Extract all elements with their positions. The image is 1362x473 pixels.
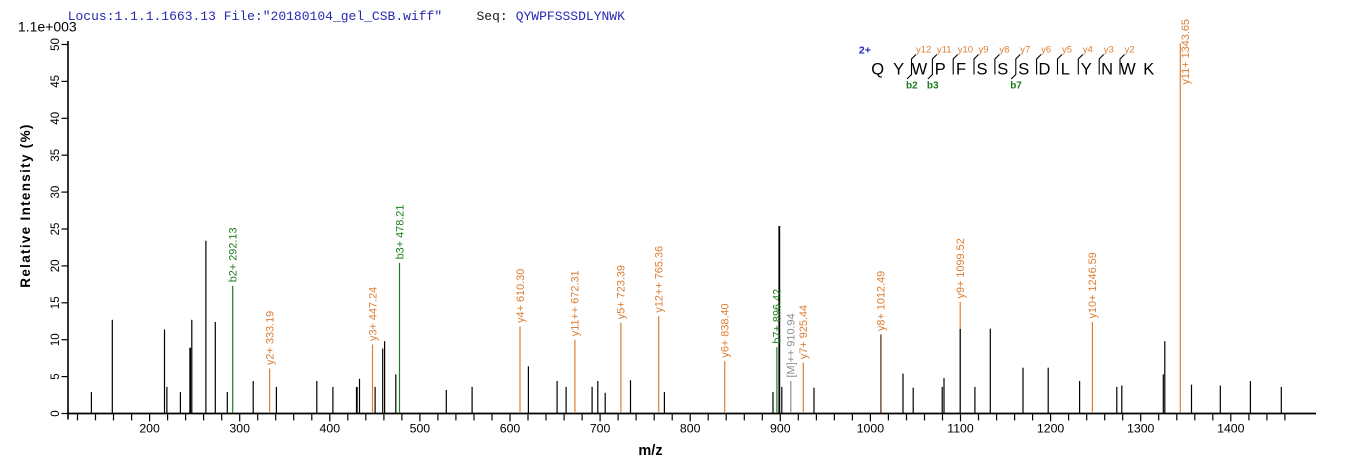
svg-text:b7: b7 <box>1010 81 1022 92</box>
svg-text:1.1e+003: 1.1e+003 <box>18 18 77 34</box>
svg-text:y11+ 1343.65: y11+ 1343.65 <box>1180 19 1192 85</box>
svg-text:y8: y8 <box>999 45 1009 56</box>
svg-text:D: D <box>1039 60 1051 78</box>
svg-text:1200: 1200 <box>1037 422 1065 436</box>
svg-text:y12: y12 <box>916 45 931 56</box>
svg-text:2+: 2+ <box>859 45 871 57</box>
svg-text:500: 500 <box>410 422 431 436</box>
svg-text:y7+ 925.44: y7+ 925.44 <box>798 305 810 359</box>
svg-text:y4: y4 <box>1083 45 1093 56</box>
svg-text:y6: y6 <box>1041 45 1051 56</box>
svg-text:700: 700 <box>590 422 611 436</box>
svg-text:y10+ 1246.59: y10+ 1246.59 <box>1087 252 1099 318</box>
svg-text:y9: y9 <box>979 45 989 56</box>
svg-text:y7: y7 <box>1020 45 1030 56</box>
svg-text:Relative Intensity (%): Relative Intensity (%) <box>18 123 33 287</box>
svg-text:L: L <box>1061 60 1070 78</box>
svg-text:y12++ 765.36: y12++ 765.36 <box>654 246 666 313</box>
svg-text:b3+ 478.21: b3+ 478.21 <box>394 205 406 260</box>
svg-text:b2: b2 <box>906 81 918 92</box>
svg-text:50: 50 <box>50 38 62 51</box>
svg-text:QYWPFSSSDLYNWK: QYWPFSSSDLYNWK <box>516 9 625 24</box>
svg-text:y10: y10 <box>958 45 973 56</box>
svg-text:10: 10 <box>50 333 62 346</box>
svg-text:S: S <box>1018 60 1029 78</box>
svg-text:y9+ 1099.52: y9+ 1099.52 <box>955 238 967 298</box>
svg-text:y4+ 610.30: y4+ 610.30 <box>515 269 527 323</box>
svg-text:y11++ 672.31: y11++ 672.31 <box>570 270 582 336</box>
svg-text:y6+ 838.40: y6+ 838.40 <box>720 303 732 357</box>
svg-text:S: S <box>976 60 987 78</box>
svg-text:40: 40 <box>50 112 62 125</box>
svg-text:Y: Y <box>893 60 904 78</box>
svg-text:45: 45 <box>50 75 62 88</box>
svg-text:0: 0 <box>50 410 62 416</box>
svg-text:y5: y5 <box>1062 45 1072 56</box>
svg-text:Locus:1.1.1.1663.13 File:"2018: Locus:1.1.1.1663.13 File:"20180104_gel_C… <box>68 9 442 24</box>
svg-text:800: 800 <box>680 422 701 436</box>
svg-text:y2: y2 <box>1125 45 1135 56</box>
svg-text:y11: y11 <box>937 45 952 56</box>
svg-text:y8+ 1012.49: y8+ 1012.49 <box>876 271 888 331</box>
svg-text:W: W <box>1120 60 1136 78</box>
svg-text:b7+ 896.42: b7+ 896.42 <box>772 289 784 344</box>
svg-text:K: K <box>1143 60 1154 78</box>
svg-text:1000: 1000 <box>857 422 885 436</box>
svg-text:1400: 1400 <box>1217 422 1245 436</box>
svg-text:b2+ 292.13: b2+ 292.13 <box>228 227 240 282</box>
svg-text:S: S <box>997 60 1008 78</box>
svg-text:Y: Y <box>1081 60 1092 78</box>
svg-text:400: 400 <box>320 422 341 436</box>
svg-text:1100: 1100 <box>947 422 974 436</box>
svg-text:b3: b3 <box>927 81 939 92</box>
svg-text:600: 600 <box>500 422 521 436</box>
svg-text:30: 30 <box>50 186 62 199</box>
svg-text:1300: 1300 <box>1127 422 1155 436</box>
svg-text:5: 5 <box>50 373 62 379</box>
svg-text:y3+ 447.24: y3+ 447.24 <box>367 287 379 341</box>
svg-text:900: 900 <box>770 422 791 436</box>
svg-text:15: 15 <box>50 296 62 309</box>
svg-text:y3: y3 <box>1104 45 1114 56</box>
svg-text:P: P <box>935 60 946 78</box>
svg-text:W: W <box>912 60 928 78</box>
svg-text:200: 200 <box>139 422 160 436</box>
svg-text:35: 35 <box>50 149 62 162</box>
svg-text:25: 25 <box>50 223 62 236</box>
svg-text:[M]++ 910.94: [M]++ 910.94 <box>786 313 798 377</box>
svg-text:N: N <box>1101 60 1113 78</box>
svg-text:y2+ 333.19: y2+ 333.19 <box>264 311 276 365</box>
svg-text:m/z: m/z <box>638 443 662 459</box>
svg-text:20: 20 <box>50 260 62 273</box>
svg-text:y5+ 723.39: y5+ 723.39 <box>616 265 628 319</box>
svg-text:F: F <box>956 60 966 78</box>
svg-text:300: 300 <box>229 422 250 436</box>
svg-text:Q: Q <box>871 60 884 78</box>
svg-text:Seq:: Seq: <box>477 9 508 24</box>
